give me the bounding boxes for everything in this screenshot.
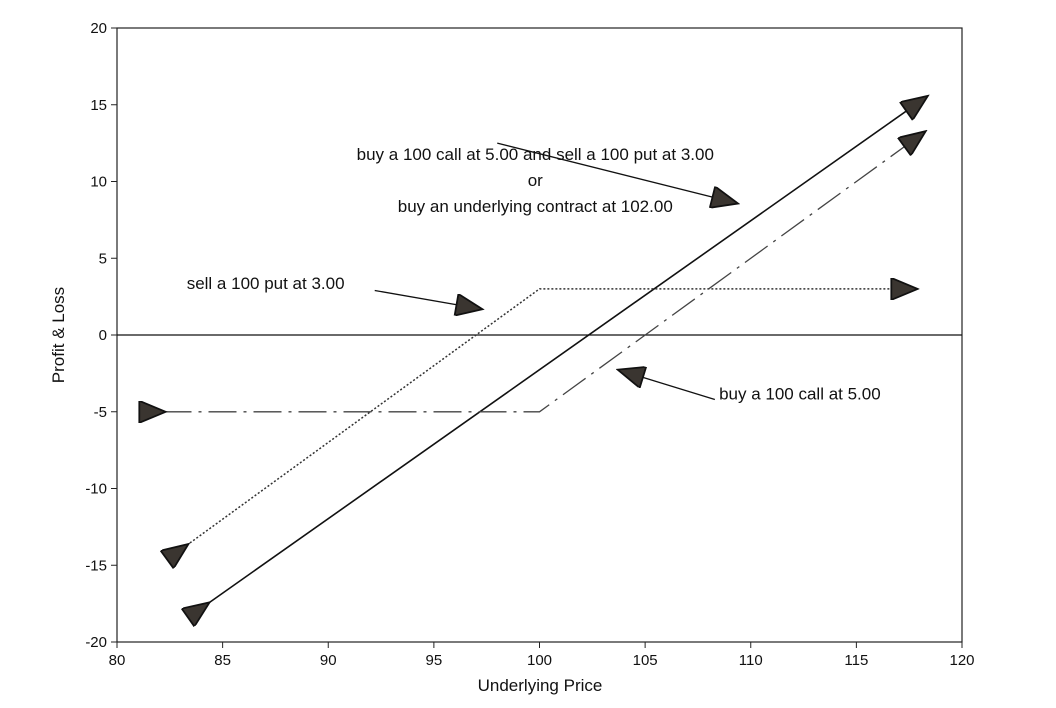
- y-tick-label: 10: [90, 174, 107, 191]
- x-axis-title: Underlying Price: [478, 676, 603, 695]
- x-tick-label: 110: [739, 652, 763, 669]
- annotation-call-arrow: [620, 370, 716, 401]
- series-line-dashed: [164, 132, 925, 411]
- y-tick-label: -10: [85, 481, 107, 498]
- y-tick-label: 5: [99, 250, 107, 267]
- y-tick-label: -15: [85, 557, 107, 574]
- annotation-combo-line-2: buy an underlying contract at 102.00: [398, 197, 673, 216]
- annotation-layer: buy a 100 call at 5.00 and sell a 100 pu…: [187, 142, 881, 403]
- x-tick-label: 95: [426, 652, 443, 669]
- x-tick-label: 85: [214, 652, 231, 669]
- y-tick-label: -20: [85, 634, 107, 651]
- annotation-put-line-0: sell a 100 put at 3.00: [187, 274, 345, 293]
- x-tick-label: 115: [844, 652, 868, 669]
- annotation-combo-arrow: [497, 142, 736, 203]
- x-tick-label: 120: [949, 652, 974, 669]
- annotation-put-arrow: [374, 289, 481, 308]
- annotation-combo-line-1: or: [528, 171, 543, 190]
- y-tick-label: 20: [90, 20, 107, 37]
- axis-ticks: 80 85 90 95 100 105 110 115 12020151050-5-10-15-…: [85, 20, 974, 669]
- annotation-call-line-0: buy a 100 call at 5.00: [719, 384, 881, 403]
- series-layer: [117, 97, 962, 603]
- x-tick-label: 105: [633, 652, 658, 669]
- series-line-dotted: [187, 289, 916, 545]
- series-line-solid: [208, 97, 926, 603]
- x-tick-label: 80: [109, 652, 126, 669]
- y-tick-label: -5: [94, 404, 107, 421]
- y-tick-label: 15: [90, 97, 107, 114]
- y-tick-label: 0: [99, 327, 107, 344]
- y-axis-title: Profit & Loss: [49, 287, 68, 383]
- annotation-combo-line-0: buy a 100 call at 5.00 and sell a 100 pu…: [357, 145, 714, 164]
- x-tick-label: 100: [527, 652, 552, 669]
- x-tick-label: 90: [320, 652, 337, 669]
